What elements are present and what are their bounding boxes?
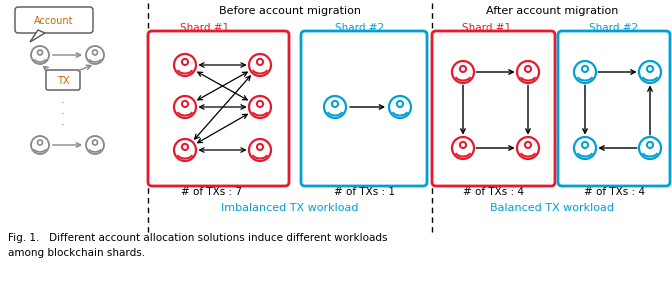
Text: ·
·
·: · · · (61, 98, 65, 132)
Text: Shard #1: Shard #1 (462, 23, 511, 33)
Polygon shape (30, 30, 45, 42)
Text: Fig. 1.   Different account allocation solutions induce different workloads: Fig. 1. Different account allocation sol… (8, 233, 388, 243)
Text: Account: Account (34, 16, 74, 26)
Text: Before account migration: Before account migration (219, 6, 361, 16)
Text: # of TXs : 1: # of TXs : 1 (335, 187, 396, 197)
Text: among blockchain shards.: among blockchain shards. (8, 248, 145, 258)
FancyBboxPatch shape (15, 7, 93, 33)
FancyBboxPatch shape (558, 31, 670, 186)
Text: Balanced TX workload: Balanced TX workload (490, 203, 614, 213)
Text: Shard #1: Shard #1 (180, 23, 229, 33)
FancyBboxPatch shape (432, 31, 555, 186)
Text: TX: TX (56, 76, 69, 86)
FancyBboxPatch shape (301, 31, 427, 186)
Text: Imbalanced TX workload: Imbalanced TX workload (221, 203, 359, 213)
Text: Shard #2: Shard #2 (589, 23, 638, 33)
Text: # of TXs : 4: # of TXs : 4 (585, 187, 646, 197)
Text: Shard #2: Shard #2 (335, 23, 384, 33)
Text: After account migration: After account migration (486, 6, 618, 16)
FancyBboxPatch shape (46, 70, 80, 90)
Text: # of TXs : 7: # of TXs : 7 (181, 187, 243, 197)
Text: # of TXs : 4: # of TXs : 4 (463, 187, 524, 197)
FancyBboxPatch shape (148, 31, 289, 186)
